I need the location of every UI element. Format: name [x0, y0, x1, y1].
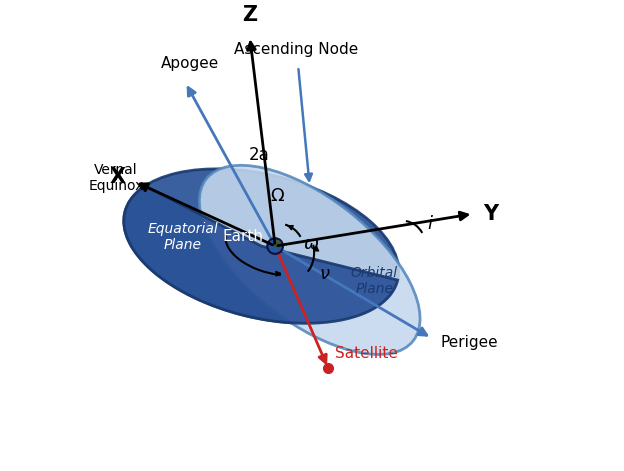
- Ellipse shape: [124, 169, 399, 323]
- Ellipse shape: [199, 165, 420, 355]
- Text: Satellite: Satellite: [335, 346, 398, 361]
- Circle shape: [273, 240, 281, 248]
- Text: Apogee: Apogee: [161, 56, 219, 71]
- Text: Earth: Earth: [223, 229, 263, 244]
- Text: Vernal
Equinox: Vernal Equinox: [89, 163, 144, 193]
- Polygon shape: [124, 186, 397, 323]
- Text: $\nu$: $\nu$: [319, 265, 331, 283]
- Text: $\Omega$: $\Omega$: [270, 187, 285, 204]
- Text: $\mathbf{X}$: $\mathbf{X}$: [109, 167, 126, 187]
- Text: $\mathbf{Z}$: $\mathbf{Z}$: [241, 5, 258, 25]
- Text: Ascending Node: Ascending Node: [234, 42, 358, 57]
- Text: Orbital
Plane: Orbital Plane: [351, 266, 397, 296]
- Text: $\mathbf{Y}$: $\mathbf{Y}$: [482, 204, 500, 224]
- Text: $i$: $i$: [427, 215, 434, 234]
- Text: Perigee: Perigee: [440, 335, 498, 350]
- Text: 2a: 2a: [248, 146, 270, 164]
- Circle shape: [267, 238, 283, 254]
- Text: Equatorial
Plane: Equatorial Plane: [147, 222, 218, 252]
- Text: $\omega$: $\omega$: [303, 235, 319, 253]
